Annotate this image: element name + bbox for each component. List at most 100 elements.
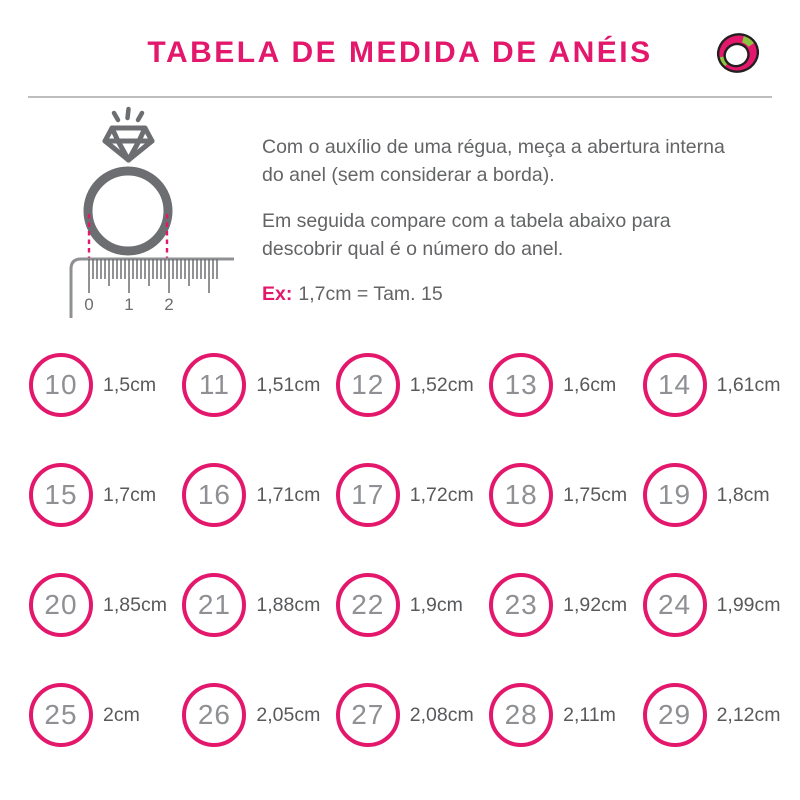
ring-size-number: 25 bbox=[44, 699, 78, 730]
example-line: Ex: 1,7cm = Tam. 15 bbox=[262, 280, 742, 308]
ring-size-item: 26 2,05cm bbox=[182, 683, 335, 747]
ring-size-circle: 20 bbox=[29, 573, 93, 637]
ring-size-circle: 19 bbox=[642, 463, 707, 527]
instructions-block: Com o auxílio de uma régua, meça a abert… bbox=[262, 133, 742, 325]
ring-size-circle: 28 bbox=[489, 683, 554, 747]
ring-size-measure: 1,5cm bbox=[103, 373, 157, 396]
ring-size-number: 28 bbox=[504, 699, 538, 730]
ring-size-measure: 2,08cm bbox=[409, 703, 474, 726]
ring-size-number: 17 bbox=[351, 479, 385, 510]
ring-size-number: 26 bbox=[197, 699, 231, 730]
ring-size-item: 23 1,92cm bbox=[489, 573, 642, 637]
ring-size-item: 18 1,75cm bbox=[489, 463, 642, 527]
ring-size-circle: 27 bbox=[335, 683, 400, 747]
ring-size-item: 10 1,5cm bbox=[29, 353, 182, 417]
ring-size-measure: 1,88cm bbox=[256, 593, 321, 616]
ring-size-table: 10 1,5cm 11 1,51cm 12 1,52cm 13 1,6cm 14… bbox=[29, 353, 796, 793]
ring-size-item: 14 1,61cm bbox=[642, 353, 796, 417]
ring-size-item: 28 2,11m bbox=[489, 683, 642, 747]
ring-size-item: 12 1,52cm bbox=[335, 353, 489, 417]
ring-size-number: 27 bbox=[351, 699, 385, 730]
ring-size-measure: 1,85cm bbox=[103, 593, 167, 616]
header-divider bbox=[28, 96, 772, 98]
ring-size-number: 13 bbox=[504, 369, 538, 400]
ring-size-measure: 2,05cm bbox=[256, 703, 321, 726]
instruction-paragraph-1: Com o auxílio de uma régua, meça a abert… bbox=[262, 136, 725, 187]
example-label: Ex: bbox=[262, 283, 293, 306]
diamond-icon bbox=[102, 125, 155, 163]
ring-band-icon bbox=[83, 166, 173, 256]
ring-size-number: 18 bbox=[504, 479, 538, 510]
brand-ring-logo-icon bbox=[716, 33, 760, 73]
instruction-paragraph-2: Em seguida compare com a tabela abaixo p… bbox=[262, 209, 671, 260]
ring-size-item: 27 2,08cm bbox=[335, 683, 489, 747]
ring-size-item: 16 1,71cm bbox=[182, 463, 335, 527]
ring-size-item: 24 1,99cm bbox=[642, 573, 796, 637]
ring-measurement-illustration: 0 1 2 bbox=[69, 106, 234, 318]
ruler-ticks bbox=[88, 259, 218, 293]
ring-size-measure: 1,61cm bbox=[716, 373, 781, 396]
ring-size-number: 20 bbox=[44, 589, 78, 620]
ring-size-number: 11 bbox=[198, 369, 230, 400]
ring-size-number: 19 bbox=[657, 479, 692, 510]
ring-size-number: 12 bbox=[351, 369, 385, 400]
ring-size-circle: 12 bbox=[335, 353, 400, 417]
ruler-numbers: 0 1 2 bbox=[84, 295, 173, 314]
ring-size-circle: 26 bbox=[182, 683, 247, 747]
ring-size-circle: 23 bbox=[489, 573, 554, 637]
ring-size-item: 20 1,85cm bbox=[29, 573, 182, 637]
ring-size-circle: 18 bbox=[489, 463, 554, 527]
ring-size-item: 17 1,72cm bbox=[335, 463, 489, 527]
ring-size-item: 13 1,6cm bbox=[489, 353, 642, 417]
ring-size-number: 22 bbox=[351, 589, 385, 620]
ring-size-number: 24 bbox=[657, 589, 692, 620]
ring-size-item: 15 1,7cm bbox=[29, 463, 182, 527]
page-title: TABELA DE MEDIDA DE ANÉIS bbox=[147, 36, 653, 69]
ring-size-item: 21 1,88cm bbox=[182, 573, 335, 637]
ring-size-number: 16 bbox=[197, 479, 231, 510]
ring-size-item: 19 1,8cm bbox=[642, 463, 796, 527]
ring-size-circle: 11 bbox=[182, 353, 247, 417]
ring-size-measure: 2,12cm bbox=[716, 703, 781, 726]
ring-size-circle: 22 bbox=[335, 573, 400, 637]
ring-size-item: 25 2cm bbox=[29, 683, 182, 747]
ring-size-circle: 16 bbox=[182, 463, 247, 527]
ring-size-measure: 1,92cm bbox=[563, 593, 628, 616]
ring-size-measure: 1,8cm bbox=[716, 483, 770, 506]
ring-size-number: 23 bbox=[504, 589, 538, 620]
ring-size-number: 29 bbox=[657, 699, 692, 730]
ring-size-measure: 1,72cm bbox=[409, 483, 474, 506]
ring-size-measure: 1,6cm bbox=[563, 373, 617, 396]
ring-size-circle: 21 bbox=[182, 573, 247, 637]
ring-size-item: 29 2,12cm bbox=[642, 683, 796, 747]
ring-size-measure: 1,71cm bbox=[256, 483, 321, 506]
ring-size-circle: 14 bbox=[642, 353, 707, 417]
ruler-number-2: 2 bbox=[164, 295, 173, 314]
ring-size-measure: 1,7cm bbox=[103, 483, 157, 506]
ring-size-circle: 10 bbox=[29, 353, 93, 417]
ring-size-circle: 25 bbox=[29, 683, 93, 747]
ring-size-circle: 29 bbox=[642, 683, 707, 747]
ring-size-number: 14 bbox=[657, 369, 692, 400]
ring-size-number: 10 bbox=[44, 369, 78, 400]
ring-size-measure: 1,75cm bbox=[563, 483, 628, 506]
ring-size-circle: 13 bbox=[489, 353, 554, 417]
ring-size-measure: 1,9cm bbox=[409, 593, 463, 616]
ring-size-circle: 24 bbox=[642, 573, 707, 637]
ruler-number-1: 1 bbox=[124, 295, 133, 314]
ring-size-circle: 17 bbox=[335, 463, 400, 527]
ring-size-number: 21 bbox=[197, 589, 231, 620]
ruler-number-0: 0 bbox=[84, 295, 93, 314]
ring-size-measure: 1,52cm bbox=[409, 373, 474, 396]
ruler-edge bbox=[69, 257, 234, 318]
example-text: 1,7cm = Tam. 15 bbox=[298, 283, 443, 306]
ring-size-item: 11 1,51cm bbox=[182, 353, 335, 417]
ring-size-circle: 15 bbox=[29, 463, 93, 527]
ring-size-measure: 1,51cm bbox=[256, 373, 321, 396]
ring-size-measure: 2,11m bbox=[563, 703, 616, 726]
ring-size-measure: 1,99cm bbox=[716, 593, 781, 616]
ring-size-number: 15 bbox=[44, 479, 78, 510]
ring-size-item: 22 1,9cm bbox=[335, 573, 489, 637]
ring-size-measure: 2cm bbox=[103, 703, 140, 726]
sparkle-icon bbox=[111, 106, 145, 123]
